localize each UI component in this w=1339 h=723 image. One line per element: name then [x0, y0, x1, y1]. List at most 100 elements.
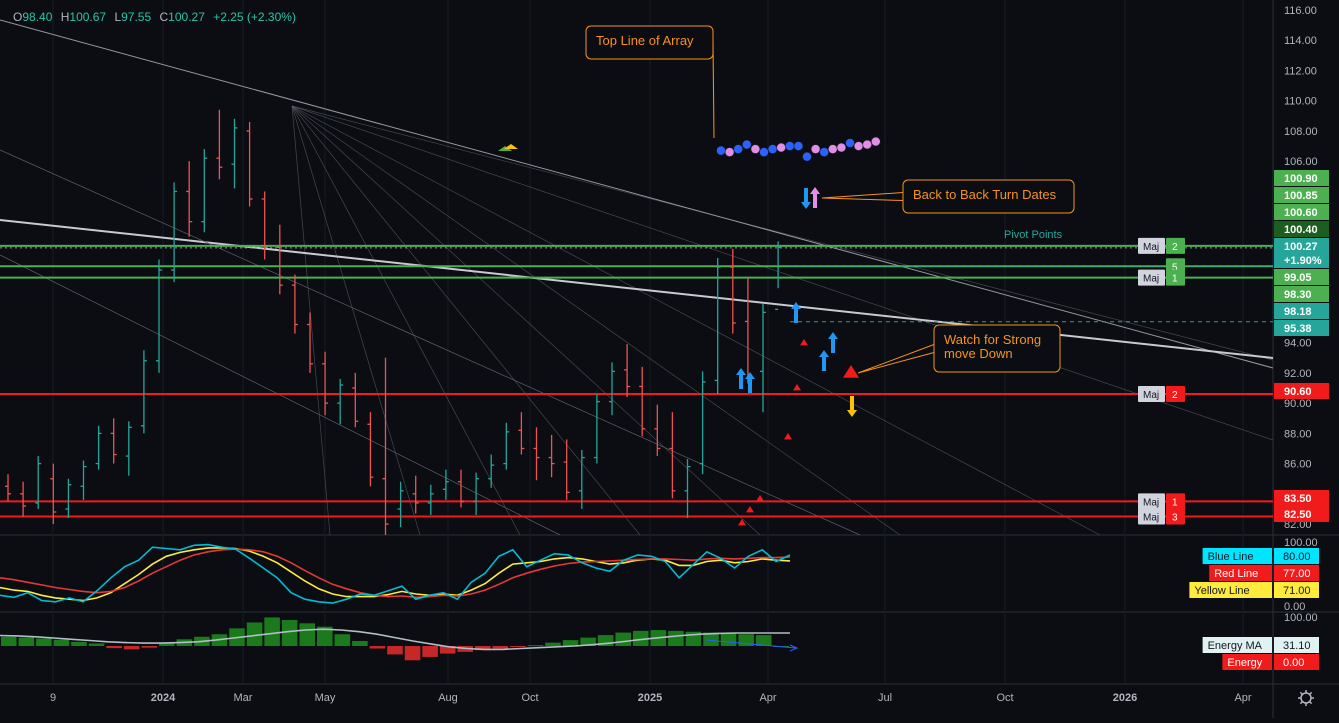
array-dot	[836, 142, 847, 153]
level-number-text: 2	[1172, 390, 1178, 401]
fan-line	[291, 105, 1101, 535]
energy-bar	[703, 632, 719, 646]
level-badge-text: Maj	[1143, 390, 1159, 401]
price-tick-label: 112.00	[1284, 65, 1317, 77]
callout-turn-dates: Back to Back Turn Dates	[821, 179, 1075, 214]
array-dot	[767, 144, 778, 154]
oscillator-value: 71.00	[1283, 585, 1311, 597]
price-tick-label: 114.00	[1284, 35, 1317, 47]
callout-text: move Down	[944, 346, 1013, 361]
array-dot	[793, 141, 804, 151]
level-number	[1166, 269, 1185, 286]
time-tick-label: 2024	[151, 692, 176, 704]
level-number-text: 5	[1172, 262, 1178, 273]
oscillator-legend-name: Blue Line	[1208, 551, 1254, 563]
fan-line	[291, 105, 1273, 361]
signal-triangle	[756, 495, 764, 502]
oscillator-legend-badge	[1202, 548, 1272, 564]
energy-bar	[317, 626, 333, 646]
array-dot	[870, 136, 881, 147]
fan-line	[291, 105, 761, 535]
price-tag-label: 82.50	[1284, 509, 1312, 521]
energy-bar	[352, 640, 368, 646]
time-tick-label: Apr	[1234, 692, 1251, 704]
energy-bar	[18, 637, 35, 646]
energy-bar	[475, 646, 491, 651]
price-tag	[1274, 506, 1329, 522]
array-dot	[716, 145, 726, 156]
energy-bar	[369, 646, 386, 649]
time-tick-label: Jul	[878, 692, 892, 704]
price-tick-label: 86.00	[1284, 459, 1312, 471]
time-tick-label: 2026	[1113, 692, 1137, 704]
fan-line	[291, 105, 901, 535]
signal-triangle	[746, 506, 754, 513]
price-tag	[1274, 490, 1329, 506]
price-tag	[1274, 320, 1329, 336]
energy-bar	[562, 640, 579, 646]
callout-box	[902, 179, 1075, 214]
price-tag-label: 99.05	[1284, 272, 1312, 284]
energy-bar	[281, 619, 298, 646]
price-tag-label: 90.60	[1284, 386, 1312, 398]
time-tick-label: 9	[50, 692, 56, 704]
energy-bar	[615, 632, 631, 646]
energy-value-tag	[1274, 654, 1319, 670]
energy-bar	[492, 646, 509, 649]
price-tag-label: 95.38	[1284, 323, 1312, 335]
fan-line	[0, 149, 861, 535]
level-badge-text: Maj	[1143, 274, 1159, 285]
time-tick-label: 2025	[638, 692, 662, 704]
callout-pointer	[857, 344, 935, 374]
signal-arrow-up	[791, 302, 801, 323]
time-tick-label: Mar	[234, 692, 253, 704]
energy-value: 0.00	[1283, 657, 1304, 669]
price-pane: Top Line of Array Back to Back Turn Dates…	[0, 19, 1273, 535]
price-tick-label: 110.00	[1284, 96, 1317, 108]
energy-bar	[720, 633, 737, 646]
energy-bar	[159, 642, 175, 646]
price-tag-label: +1.90%	[1284, 255, 1322, 267]
gear-tooth	[1299, 701, 1303, 705]
signal-arrow-up	[828, 332, 838, 353]
time-tick-label: May	[315, 692, 336, 704]
energy-legend-name: Energy MA	[1208, 640, 1263, 652]
energy-bar	[597, 635, 614, 646]
oscillator-legend-name: Red Line	[1214, 568, 1258, 580]
array-dot	[827, 144, 838, 154]
array-dot	[750, 144, 761, 154]
price-tag	[1274, 286, 1329, 302]
price-tick-label: 90.00	[1284, 398, 1312, 410]
level-badge-text: Maj	[1143, 242, 1159, 253]
settings-gear-icon[interactable]	[1298, 690, 1314, 706]
signal-triangle	[738, 519, 746, 526]
energy-bar	[106, 646, 122, 649]
price-tag	[1274, 383, 1329, 399]
price-tag-label: 100.85	[1284, 190, 1318, 202]
level-badge-text: Maj	[1143, 497, 1159, 508]
array-dot	[733, 144, 744, 154]
price-tick-label: 108.00	[1284, 126, 1318, 138]
signal-arrow-up	[745, 372, 755, 393]
fan-line	[291, 105, 331, 535]
energy-legend-badge	[1202, 637, 1272, 653]
array-dot	[862, 139, 873, 150]
price-tag-label: 100.27	[1284, 241, 1318, 253]
oscillator-value-tag	[1274, 582, 1319, 598]
energy-bar	[299, 623, 315, 646]
price-tag-label: 98.30	[1284, 289, 1312, 301]
price-tag-label: 100.40	[1284, 224, 1318, 236]
energy-bar	[123, 646, 140, 650]
turn-arrow-up	[810, 187, 820, 208]
energy-bar	[633, 630, 649, 646]
oscillator-legend-name: Yellow Line	[1194, 585, 1249, 597]
level-badge	[1138, 386, 1165, 403]
callout-text: Top Line of Array	[596, 33, 694, 48]
gear-tooth	[1299, 691, 1303, 695]
signal-triangle	[800, 339, 808, 346]
callout-pointer	[712, 38, 715, 139]
price-tag-label: 98.18	[1284, 306, 1312, 318]
energy-bar	[264, 617, 280, 646]
